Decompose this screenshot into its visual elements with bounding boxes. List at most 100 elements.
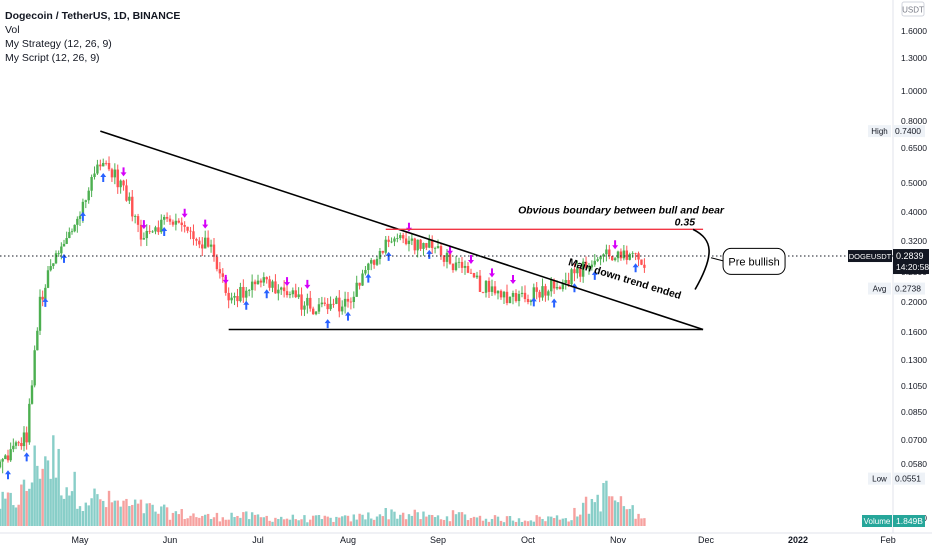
candle-body — [584, 261, 588, 269]
candle-body — [221, 273, 224, 277]
volume-bar — [253, 514, 257, 526]
candle-body — [215, 256, 219, 270]
volume-bar — [314, 515, 318, 526]
avg-tag-label-box — [868, 282, 891, 295]
time-scale-label: Jul — [252, 535, 264, 545]
sell-signal-arrow — [140, 220, 147, 230]
volume-bar — [125, 498, 128, 526]
volume-bar — [428, 514, 431, 526]
volume-value-box — [893, 515, 925, 527]
volume-bar — [587, 513, 591, 526]
buy-signal-arrow — [23, 452, 30, 462]
volume-bar — [17, 504, 20, 526]
volume-bar — [221, 517, 224, 526]
volume-bar — [271, 521, 274, 526]
volume-bar — [619, 496, 623, 526]
volume-bar — [297, 520, 300, 526]
pre-bullish-callout[interactable] — [722, 247, 786, 275]
candle-body — [375, 258, 379, 265]
volume-bar — [460, 512, 464, 526]
time-scale-label: Feb — [880, 535, 896, 545]
candle-body — [148, 230, 151, 232]
boundary-annotation[interactable]: Obvious boundary between bull and bear — [518, 204, 725, 216]
candle-body — [472, 273, 476, 278]
candle-body — [107, 163, 111, 170]
volume-bar — [637, 513, 640, 526]
candle-body — [422, 243, 425, 249]
candle-body — [180, 222, 183, 226]
candle-body — [20, 443, 23, 447]
volume-bar — [469, 517, 473, 526]
candle-body — [206, 237, 210, 247]
volume-bar — [145, 503, 148, 526]
buy-signal-arrow — [263, 289, 270, 299]
candle-body — [433, 247, 437, 249]
volume-bar — [209, 518, 213, 526]
buy-signal-arrow — [345, 311, 351, 321]
volume-bar — [370, 518, 373, 526]
high-tag-label: High — [871, 127, 887, 136]
volume-bar — [430, 515, 434, 526]
candle-body — [372, 260, 376, 265]
volume-bar — [390, 509, 393, 526]
volume-bar — [189, 515, 192, 526]
volume-bar — [384, 508, 387, 526]
symbol-title[interactable]: Dogecoin / TetherUS, 1D, BINANCE — [5, 10, 181, 22]
volume-bar — [218, 521, 222, 526]
candle-body — [119, 180, 122, 188]
candle-body — [532, 287, 536, 301]
candle-body — [493, 286, 497, 294]
trendline-drawing[interactable] — [100, 130, 704, 331]
volume-bar — [378, 514, 382, 526]
legend-strategy[interactable]: My Strategy (12, 26, 9) — [5, 38, 112, 50]
candle-body — [384, 239, 387, 253]
candle-body — [177, 220, 180, 223]
candle-body — [274, 281, 277, 294]
candle-body — [338, 297, 341, 312]
currency-badge[interactable] — [901, 1, 925, 17]
price-scale-label: 0.0580 — [901, 459, 927, 469]
volume-bar — [174, 511, 178, 526]
volume-bar — [268, 520, 271, 526]
price-scale-label: 1.0000 — [901, 86, 927, 96]
volume-value: 1.849B — [896, 516, 923, 526]
legend-volume[interactable]: Vol — [5, 24, 20, 36]
volume-bar — [277, 519, 280, 526]
volume-bar — [195, 517, 198, 526]
volume-bar — [399, 514, 402, 526]
volume-bar — [393, 511, 396, 526]
candle-body — [139, 224, 143, 240]
volume-bar — [590, 498, 594, 526]
volume-bar — [236, 515, 239, 526]
volume-bar — [54, 477, 58, 526]
candle-body — [547, 291, 550, 296]
price-scale-label: 0.0850 — [901, 407, 927, 417]
volume-bar — [99, 499, 102, 526]
volume-bar — [517, 518, 521, 526]
candle-body — [309, 297, 312, 309]
volume-bar — [355, 519, 358, 526]
volume-bar — [291, 514, 295, 526]
volume-bar — [274, 517, 277, 526]
candle-body — [445, 252, 449, 262]
volume-bar — [93, 488, 96, 526]
candle-body — [634, 253, 637, 255]
boundary-value-annotation[interactable]: 0.35 — [675, 216, 696, 228]
candle-body — [157, 227, 160, 233]
volume-bar — [57, 448, 60, 526]
candle-body — [622, 250, 626, 259]
volume-bar — [358, 513, 361, 526]
volume-bar — [282, 519, 286, 526]
candle-body — [242, 286, 245, 298]
candle-body — [54, 253, 58, 264]
legend-script[interactable]: My Script (12, 26, 9) — [5, 52, 100, 64]
candle-body — [579, 267, 582, 277]
volume-bar — [496, 516, 500, 526]
volume-bar — [349, 521, 353, 526]
candle-body — [122, 180, 125, 186]
bull-bear-arc-drawing[interactable] — [692, 228, 710, 290]
volume-bar — [564, 518, 567, 526]
buy-signal-arrow — [632, 263, 639, 273]
